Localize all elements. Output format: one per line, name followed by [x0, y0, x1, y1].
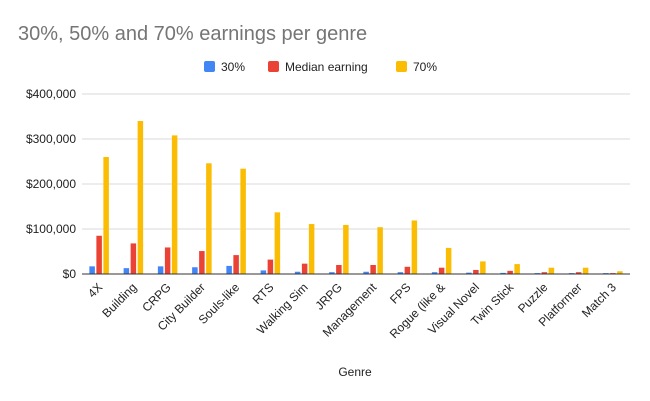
bar [431, 272, 438, 274]
bar [206, 163, 212, 274]
bar [377, 227, 383, 274]
legend-swatch [396, 61, 407, 72]
bar [480, 261, 486, 274]
bar [137, 121, 144, 274]
x-tick-label: JRPG [312, 280, 345, 313]
bar [336, 265, 342, 274]
y-tick-label: $300,000 [26, 132, 76, 146]
bar [343, 224, 349, 274]
bar [157, 266, 164, 274]
bar [500, 272, 506, 274]
legend-swatch [204, 61, 215, 72]
y-tick-label: $400,000 [26, 87, 76, 101]
bar [301, 263, 308, 274]
bar [548, 267, 555, 274]
bar [192, 267, 198, 274]
bar [541, 272, 548, 274]
legend-label: Median earning [285, 60, 368, 74]
bar [233, 255, 239, 274]
bar [171, 135, 178, 274]
y-tick-label: $200,000 [26, 177, 76, 191]
bar [411, 220, 418, 274]
x-tick-label: Building [99, 280, 139, 320]
bar [397, 272, 404, 274]
legend-swatch [268, 61, 279, 72]
bar [466, 272, 472, 274]
bar [103, 157, 109, 274]
x-tick-label: 4X [85, 280, 105, 300]
bar [329, 272, 335, 274]
y-tick-label: $0 [63, 267, 77, 281]
x-tick-label: FPS [387, 280, 413, 306]
bar [575, 272, 582, 274]
bar [514, 264, 520, 274]
x-axis-title: Genre [338, 365, 372, 379]
bar [473, 269, 479, 274]
bar [617, 271, 623, 274]
bar [267, 259, 274, 274]
bar [445, 247, 452, 274]
bar [582, 267, 589, 274]
bar [363, 271, 369, 274]
bar [240, 168, 246, 274]
bar [199, 251, 205, 274]
x-tick-label: RTS [250, 280, 277, 307]
bar [370, 265, 376, 274]
bar [89, 266, 95, 274]
bar [226, 265, 232, 274]
bar [404, 266, 411, 274]
y-axis-ticks: $0 $100,000 $200,000 $300,000 $400,000 [26, 87, 76, 281]
bar [507, 270, 513, 274]
bar [123, 268, 130, 274]
bar [164, 247, 171, 274]
bar [294, 271, 301, 274]
bar [130, 243, 137, 274]
bar [96, 235, 102, 274]
gridlines [82, 93, 630, 230]
legend-label: 70% [413, 60, 437, 74]
bar [260, 270, 267, 274]
bars [89, 121, 623, 274]
legend: 30% Median earning 70% [204, 60, 437, 74]
bar [274, 212, 281, 274]
x-tick-label: Match 3 [579, 280, 619, 320]
bar [308, 224, 315, 274]
chart-title: 30%, 50% and 70% earnings per genre [18, 23, 367, 45]
legend-label: 30% [221, 60, 245, 74]
y-tick-label: $100,000 [26, 222, 76, 236]
bar [438, 267, 445, 274]
